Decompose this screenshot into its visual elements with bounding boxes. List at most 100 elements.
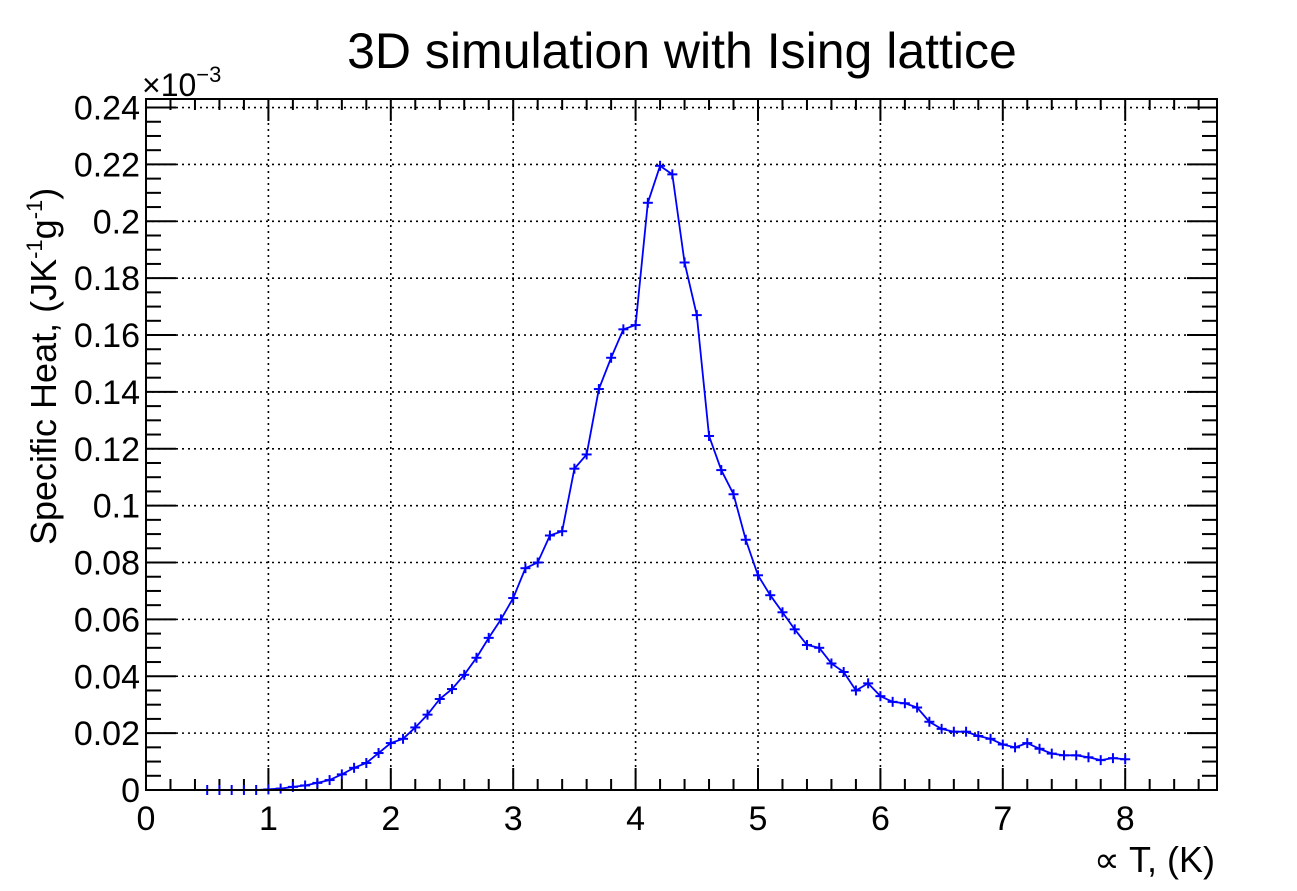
chart-title: 3D simulation with Ising lattice: [347, 23, 1017, 79]
data-point: [740, 534, 751, 545]
y-tick-label: 0.1: [93, 488, 140, 526]
data-point: [336, 769, 347, 780]
y-tick-label: 0.08: [74, 545, 140, 583]
data-point: [385, 738, 396, 749]
y-multiplier-base: ×10: [142, 67, 196, 103]
y-axis-title-sup2: -1: [22, 200, 47, 220]
x-tick-label: 7: [993, 800, 1012, 838]
data-point: [1010, 742, 1021, 753]
data-point: [801, 639, 812, 650]
data-point: [838, 666, 849, 677]
data-point: [532, 557, 543, 568]
data-point: [765, 590, 776, 601]
data-point: [961, 726, 972, 737]
data-point: [789, 624, 800, 635]
y-multiplier: ×10−3: [142, 62, 221, 103]
x-tick-label: 2: [381, 800, 400, 838]
data-point: [936, 723, 947, 734]
x-tick-label: 6: [871, 800, 890, 838]
data-point: [863, 678, 874, 689]
data-point: [814, 642, 825, 653]
data-point: [679, 257, 690, 268]
data-point: [1059, 750, 1069, 761]
y-tick-label: 0.2: [93, 203, 140, 241]
data-point: [642, 197, 653, 208]
data-point: [826, 658, 837, 669]
data-point: [973, 730, 984, 741]
data-point: [997, 739, 1008, 750]
data-point: [912, 702, 923, 713]
y-tick-labels: 0 0.02 0.04 0.06 0.08 0.1 0.12 0.14 0.16 0.18 0.2 0…: [74, 90, 140, 810]
data-point: [1083, 752, 1094, 763]
data-point: [618, 324, 629, 335]
data-point: [483, 632, 494, 643]
data-point: [422, 709, 433, 720]
data-point: [581, 449, 592, 460]
data-point: [312, 777, 323, 788]
data-point: [704, 430, 715, 441]
data-point: [691, 310, 702, 321]
data-point: [373, 748, 384, 759]
data-point: [875, 691, 886, 702]
data-point: [361, 757, 372, 768]
data-point: [324, 775, 335, 786]
data-point: [495, 614, 506, 625]
x-tick-label: 5: [749, 800, 768, 838]
data-point: [471, 652, 482, 663]
y-tick-label: 0.24: [74, 90, 140, 128]
plot-frame: [145, 98, 1218, 791]
y-tick-label: 0.04: [74, 658, 140, 696]
y-axis-title-sup1: -1: [22, 239, 47, 259]
data-point: [1107, 753, 1118, 764]
data-point: [508, 593, 519, 604]
y-tick-label: 0.06: [74, 601, 140, 639]
x-tick-label: 4: [626, 800, 645, 838]
data-point: [985, 733, 996, 744]
data-point: [1034, 743, 1045, 754]
data-point: [716, 465, 727, 476]
data-point: [777, 607, 788, 618]
y-tick-label: 0.12: [74, 431, 140, 469]
y-tick-label: 0.02: [74, 715, 140, 753]
data-point: [447, 684, 457, 695]
data-point: [606, 352, 617, 363]
x-tick-label: 1: [259, 800, 278, 838]
data-point: [1046, 748, 1057, 759]
data-point: [630, 320, 641, 331]
y-tick-label: 0.14: [74, 374, 140, 412]
x-tick-label: 3: [504, 800, 523, 838]
data-point: [275, 783, 286, 794]
series-line: [207, 164, 1126, 791]
data-point: [850, 685, 861, 696]
data-point: [300, 780, 311, 791]
data-point: [1095, 755, 1106, 766]
x-axis-title: ∝ T, (K): [1094, 839, 1215, 880]
data-point: [398, 733, 409, 744]
data-point: [899, 698, 910, 709]
data-point: [349, 762, 360, 773]
x-tick-label: 8: [1116, 800, 1135, 838]
data-point: [667, 169, 678, 180]
data-point: [557, 526, 568, 537]
y-tick-label: 0: [121, 772, 140, 810]
data-point: [655, 160, 666, 171]
data-point: [753, 570, 763, 581]
y-multiplier-exponent: −3: [196, 62, 221, 87]
data-point: [544, 530, 555, 541]
data-point: [434, 694, 445, 705]
y-tick-label: 0.16: [74, 317, 140, 355]
series-layer: [202, 160, 1131, 795]
data-point: [728, 489, 739, 500]
y-tick-label: 0.22: [74, 146, 140, 184]
data-point: [948, 726, 959, 737]
y-axis-title-end: ): [23, 188, 64, 200]
y-axis-title: Specific Heat, (JK-1g-1): [22, 188, 64, 545]
data-point: [459, 669, 470, 680]
data-point: [520, 563, 531, 574]
data-point: [593, 384, 604, 395]
x-tick-label: 0: [137, 800, 156, 838]
data-point: [1022, 738, 1033, 749]
axis-ticks: [145, 99, 1217, 791]
